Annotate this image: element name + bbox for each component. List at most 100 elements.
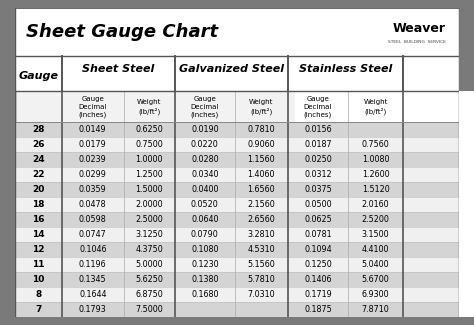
Text: 3.1500: 3.1500 bbox=[362, 230, 390, 239]
Text: 2.5200: 2.5200 bbox=[362, 215, 390, 224]
Text: 1.0000: 1.0000 bbox=[136, 155, 163, 164]
Text: Weaver: Weaver bbox=[392, 22, 446, 35]
Text: Gauge
Decimal
(inches): Gauge Decimal (inches) bbox=[191, 96, 219, 118]
Text: 0.0640: 0.0640 bbox=[191, 215, 219, 224]
Text: 0.1719: 0.1719 bbox=[304, 290, 332, 299]
Text: 2.0000: 2.0000 bbox=[136, 200, 163, 209]
Text: 3.1250: 3.1250 bbox=[136, 230, 163, 239]
Text: 0.0747: 0.0747 bbox=[79, 230, 107, 239]
Text: 5.0000: 5.0000 bbox=[136, 260, 163, 269]
Text: 2.6560: 2.6560 bbox=[247, 215, 275, 224]
Text: 0.0375: 0.0375 bbox=[304, 185, 332, 194]
Text: 0.7810: 0.7810 bbox=[247, 125, 275, 134]
Text: 1.2500: 1.2500 bbox=[136, 170, 163, 179]
Text: 0.0156: 0.0156 bbox=[304, 125, 332, 134]
Text: 0.0299: 0.0299 bbox=[79, 170, 107, 179]
Text: Sheet Steel: Sheet Steel bbox=[82, 64, 155, 74]
Text: 1.5000: 1.5000 bbox=[136, 185, 163, 194]
Text: Weight
(lb/ft²): Weight (lb/ft²) bbox=[364, 99, 388, 115]
Text: Gauge
Decimal
(inches): Gauge Decimal (inches) bbox=[79, 96, 107, 118]
Bar bbox=[15, 227, 459, 242]
Text: 0.1345: 0.1345 bbox=[79, 275, 107, 284]
Bar bbox=[15, 182, 459, 197]
Text: 1.6560: 1.6560 bbox=[247, 185, 275, 194]
Text: 7.0310: 7.0310 bbox=[247, 290, 275, 299]
Text: 0.0190: 0.0190 bbox=[191, 125, 219, 134]
Text: 5.6250: 5.6250 bbox=[136, 275, 164, 284]
Bar bbox=[15, 167, 459, 182]
Text: 4.3750: 4.3750 bbox=[136, 245, 163, 254]
Text: 0.0220: 0.0220 bbox=[191, 140, 219, 149]
Text: 0.0790: 0.0790 bbox=[191, 230, 219, 239]
Text: 10: 10 bbox=[32, 275, 45, 284]
Text: 2.1560: 2.1560 bbox=[247, 200, 275, 209]
Text: 5.1560: 5.1560 bbox=[247, 260, 275, 269]
Text: Sheet Gauge Chart: Sheet Gauge Chart bbox=[26, 23, 219, 41]
Text: 0.6250: 0.6250 bbox=[136, 125, 163, 134]
Bar bbox=[15, 302, 459, 317]
Text: 1.1560: 1.1560 bbox=[247, 155, 275, 164]
Text: 0.7500: 0.7500 bbox=[136, 140, 163, 149]
Text: 3.2810: 3.2810 bbox=[247, 230, 275, 239]
Text: 0.0312: 0.0312 bbox=[304, 170, 332, 179]
Text: 24: 24 bbox=[32, 155, 45, 164]
Text: 0.0179: 0.0179 bbox=[79, 140, 107, 149]
Text: 1.5120: 1.5120 bbox=[362, 185, 390, 194]
Bar bbox=[15, 272, 459, 287]
Text: 28: 28 bbox=[32, 125, 45, 134]
Text: 20: 20 bbox=[32, 185, 45, 194]
Text: 6.9300: 6.9300 bbox=[362, 290, 390, 299]
Text: Gauge
Decimal
(inches): Gauge Decimal (inches) bbox=[304, 96, 332, 118]
Bar bbox=[15, 56, 459, 92]
Text: 0.1644: 0.1644 bbox=[79, 290, 107, 299]
Text: 4.5310: 4.5310 bbox=[247, 245, 275, 254]
Text: 0.0187: 0.0187 bbox=[304, 140, 332, 149]
Text: 0.0520: 0.0520 bbox=[191, 200, 219, 209]
Bar bbox=[15, 137, 459, 152]
Text: 26: 26 bbox=[32, 140, 45, 149]
Text: Weight
(lb/ft²): Weight (lb/ft²) bbox=[137, 99, 162, 115]
Bar bbox=[15, 257, 459, 272]
Text: 6.8750: 6.8750 bbox=[136, 290, 163, 299]
Text: 5.0400: 5.0400 bbox=[362, 260, 390, 269]
Text: 4.4100: 4.4100 bbox=[362, 245, 390, 254]
Text: 0.0359: 0.0359 bbox=[79, 185, 107, 194]
Text: 1.2600: 1.2600 bbox=[362, 170, 390, 179]
Text: 0.0250: 0.0250 bbox=[304, 155, 332, 164]
Text: 12: 12 bbox=[32, 245, 45, 254]
Text: 18: 18 bbox=[32, 200, 45, 209]
Text: 0.1875: 0.1875 bbox=[304, 305, 332, 314]
Text: 22: 22 bbox=[32, 170, 45, 179]
Text: 0.1380: 0.1380 bbox=[191, 275, 219, 284]
Text: Gauge: Gauge bbox=[18, 71, 58, 81]
Text: 0.0478: 0.0478 bbox=[79, 200, 107, 209]
Text: 0.0500: 0.0500 bbox=[304, 200, 332, 209]
Text: 0.0239: 0.0239 bbox=[79, 155, 107, 164]
Text: 7: 7 bbox=[35, 305, 42, 314]
Bar bbox=[15, 212, 459, 227]
Bar bbox=[15, 197, 459, 212]
Text: 2.5000: 2.5000 bbox=[136, 215, 163, 224]
Text: 0.1230: 0.1230 bbox=[191, 260, 219, 269]
Bar bbox=[15, 122, 459, 137]
Text: 0.1406: 0.1406 bbox=[304, 275, 332, 284]
Bar bbox=[15, 8, 459, 56]
Text: 0.9060: 0.9060 bbox=[247, 140, 275, 149]
Text: 8: 8 bbox=[36, 290, 42, 299]
Text: Stainless Steel: Stainless Steel bbox=[299, 64, 392, 74]
Text: 0.0598: 0.0598 bbox=[79, 215, 107, 224]
Text: 0.1793: 0.1793 bbox=[79, 305, 107, 314]
Text: 16: 16 bbox=[32, 215, 45, 224]
Text: 5.7810: 5.7810 bbox=[247, 275, 275, 284]
Text: 5.6700: 5.6700 bbox=[362, 275, 390, 284]
Text: 0.0149: 0.0149 bbox=[79, 125, 107, 134]
Text: 14: 14 bbox=[32, 230, 45, 239]
Bar bbox=[15, 152, 459, 167]
Text: 0.0280: 0.0280 bbox=[191, 155, 219, 164]
Text: 0.0400: 0.0400 bbox=[191, 185, 219, 194]
Text: 0.1080: 0.1080 bbox=[191, 245, 219, 254]
Bar bbox=[15, 287, 459, 302]
Bar bbox=[15, 242, 459, 257]
Text: 1.0080: 1.0080 bbox=[362, 155, 390, 164]
Text: 0.0340: 0.0340 bbox=[191, 170, 219, 179]
